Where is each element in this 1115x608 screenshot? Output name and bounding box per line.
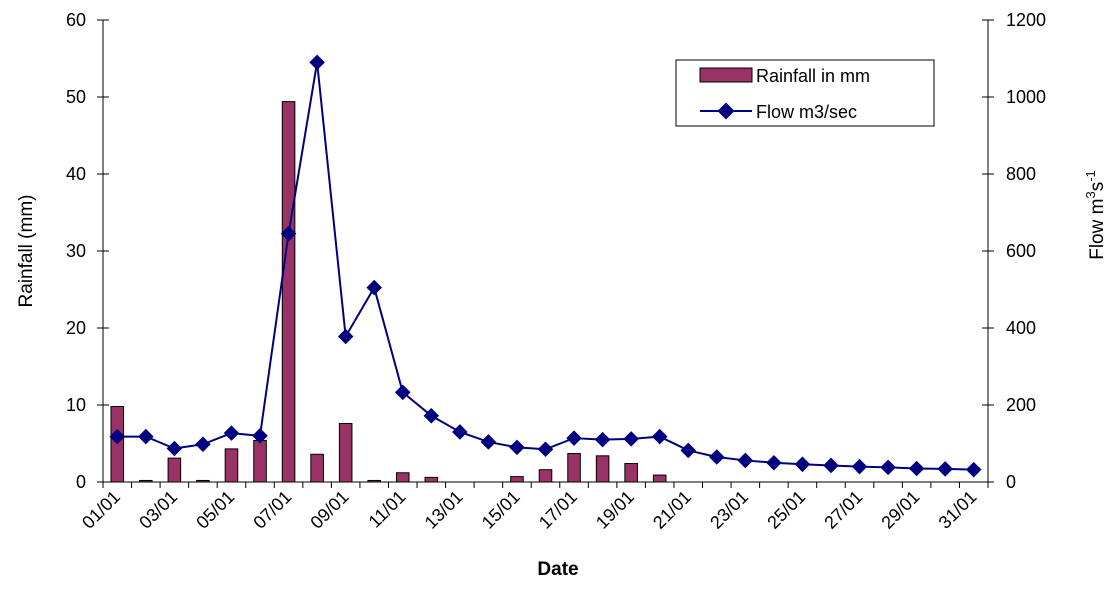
left-tick-label: 0 (76, 472, 86, 492)
flow-point (908, 460, 925, 477)
flow-point (823, 457, 839, 474)
left-tick-label: 30 (66, 241, 86, 261)
legend-swatch-rainfall (699, 67, 753, 83)
left-axis-title: Rainfall (mm) (16, 195, 37, 308)
flow-point (166, 440, 183, 457)
x-tick-label: 09/01 (306, 487, 352, 533)
flow-point (680, 442, 697, 459)
x-tick-label: 03/01 (135, 487, 181, 533)
rainfall-bar (224, 448, 239, 483)
x-tick-label: 01/01 (78, 487, 124, 533)
flow-point (737, 452, 754, 469)
rainfall-bar (424, 476, 439, 483)
x-tick-label: 11/01 (365, 487, 410, 532)
rainfall-bar (338, 422, 353, 483)
flow-point (566, 430, 582, 446)
rainfall-bar (652, 474, 667, 483)
x-tick-label: 27/01 (820, 487, 866, 533)
rainfall-bar (139, 479, 153, 483)
flow-point (794, 456, 811, 473)
legend-label-rainfall: Rainfall in mm (756, 66, 870, 86)
rainfall-bar (196, 479, 210, 483)
flow-point (280, 225, 297, 242)
flow-point (309, 54, 325, 71)
flow-point (252, 428, 268, 444)
legend-marker-flow (717, 102, 735, 120)
flow-point (366, 279, 382, 296)
rainfall-bar (310, 453, 324, 483)
rainfall-bar (281, 101, 296, 483)
legend-label-flow: Flow m3/sec (756, 102, 857, 122)
rainfall-bar (510, 476, 524, 483)
flow-point (651, 428, 668, 445)
x-tick-label: 05/01 (192, 487, 238, 533)
left-tick-label: 50 (66, 87, 86, 107)
rainfall-bar (395, 472, 410, 483)
legend: Rainfall in mm Flow m3/sec (675, 59, 935, 127)
rainfall-bar (595, 455, 610, 483)
x-tick-label: 21/01 (649, 487, 695, 533)
x-tick-label: 25/01 (763, 487, 809, 533)
x-tick-label: 17/01 (535, 487, 581, 533)
x-tick-label: 15/01 (478, 487, 524, 533)
right-axis-title-sup1: 3 (1083, 191, 1098, 198)
flow-point (337, 328, 354, 345)
x-tick-label: 29/01 (877, 487, 923, 533)
right-tick-label: 800 (1006, 164, 1036, 184)
right-tick-label: 1200 (1006, 10, 1046, 30)
rainfall-bars (110, 101, 667, 483)
rainfall-bar (253, 439, 267, 483)
flow-point (509, 439, 525, 456)
x-tick-label: 31/01 (935, 487, 981, 533)
right-tick-label: 1000 (1006, 87, 1046, 107)
x-tick-label: 13/01 (421, 487, 467, 533)
flow-point (937, 461, 953, 477)
right-axis-title-base: Flow m (1087, 199, 1108, 260)
flow-point (709, 449, 725, 465)
right-tick-label: 200 (1006, 395, 1036, 415)
flow-point (766, 454, 782, 471)
rainfall-bar (567, 453, 581, 483)
rainfall-bar (367, 479, 381, 483)
flow-point (537, 441, 554, 458)
right-tick-label: 600 (1006, 241, 1036, 261)
flow-point (594, 431, 611, 448)
left-tick-label: 60 (66, 10, 86, 30)
left-tick-label: 20 (66, 318, 86, 338)
right-axis-title-sup2: -1 (1083, 170, 1098, 182)
x-axis-title: Date (537, 559, 578, 580)
flow-point (623, 431, 639, 447)
flow-point (965, 461, 982, 478)
x-tick-label: 23/01 (706, 487, 752, 533)
rainfall-bar (538, 469, 553, 483)
flow-point (195, 436, 211, 453)
flow-point (452, 424, 468, 440)
right-axis-title: Flow m3s-1 (1083, 170, 1108, 260)
rainfall-bar (167, 457, 182, 483)
left-tick-label: 40 (66, 164, 86, 184)
flow-point (223, 425, 240, 441)
flow-point (480, 434, 497, 450)
flow-point (851, 458, 868, 475)
flow-point (880, 459, 896, 476)
flow-point (138, 428, 154, 445)
right-tick-label: 400 (1006, 318, 1036, 338)
left-tick-label: 10 (66, 395, 86, 415)
x-tick-label: 07/01 (249, 487, 295, 533)
rainfall-bar (624, 463, 638, 483)
right-tick-label: 0 (1006, 472, 1016, 492)
x-tick-label: 19/01 (592, 487, 638, 533)
right-axis-title-mid: s (1087, 182, 1108, 192)
